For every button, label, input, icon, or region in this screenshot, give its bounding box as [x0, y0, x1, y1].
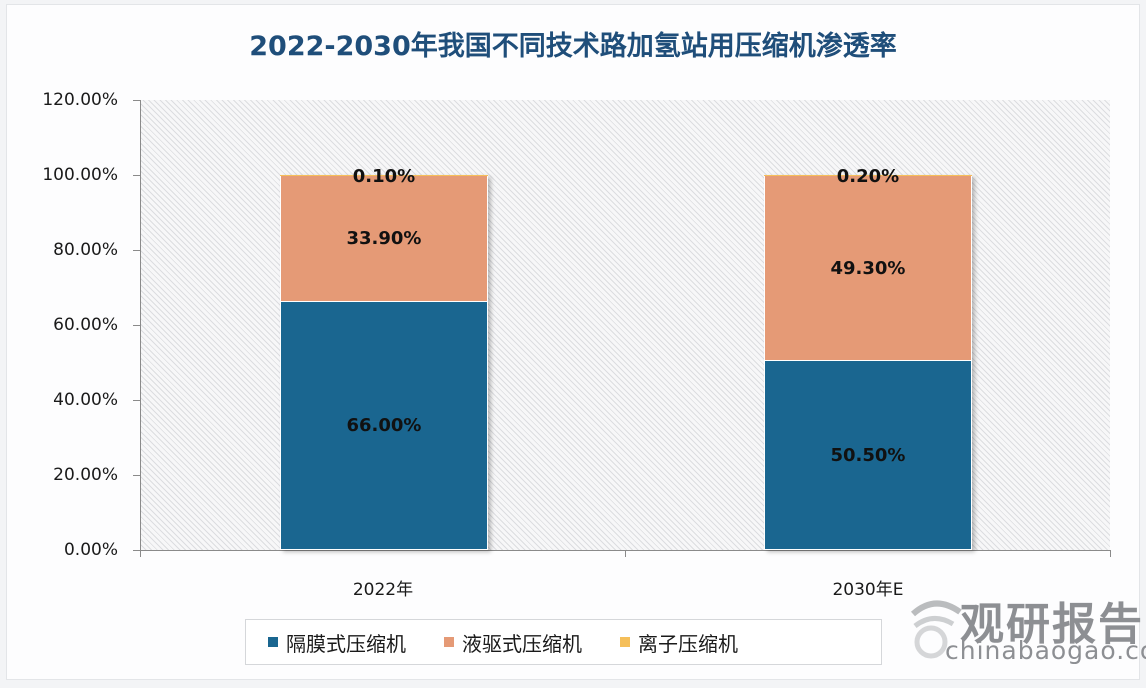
data-label: 50.50% — [830, 444, 906, 466]
data-label-ionic: 0.10% — [352, 166, 416, 187]
y-tick-label: 100.00% — [42, 165, 118, 185]
chart-title: 2022-2030年我国不同技术路加氢站用压缩机渗透率 — [249, 31, 897, 62]
y-tick — [133, 175, 141, 176]
watermark-logo-icon — [910, 600, 962, 659]
bar-segment-ionic — [280, 175, 488, 176]
data-label-ionic: 0.20% — [836, 166, 900, 187]
data-label: 66.00% — [346, 415, 422, 436]
y-tick — [133, 475, 141, 476]
y-tick-label: 60.00% — [53, 315, 118, 335]
data-label: 49.30% — [830, 257, 906, 279]
legend-label: 离子压缩机 — [638, 631, 738, 656]
y-tick-label: 20.00% — [53, 465, 118, 485]
y-tick-label: 0.00% — [63, 540, 118, 560]
legend: 隔膜式压缩机 液驱式压缩机 离子压缩机 — [245, 619, 882, 665]
bar-segment-hydraulic: 49.30% — [764, 175, 972, 361]
bar-segment-hydraulic: 33.90% — [280, 175, 488, 302]
watermark-en: chinabaogao.com — [945, 636, 1146, 665]
legend-label: 隔膜式压缩机 — [286, 631, 406, 656]
bar-segment-diaphragm: 50.50% — [764, 360, 972, 550]
y-tick — [133, 325, 141, 326]
y-tick — [133, 250, 141, 251]
legend-swatch-icon — [620, 637, 630, 647]
x-tick-label: 2030年E — [832, 580, 904, 600]
legend-item-diaphragm[interactable]: 隔膜式压缩机 — [268, 628, 406, 657]
legend-label: 液驱式压缩机 — [462, 631, 582, 656]
legend-item-ionic[interactable]: 离子压缩机 — [620, 628, 738, 657]
x-tick — [625, 550, 626, 557]
bar-segment-ionic — [764, 175, 972, 176]
x-tick — [1110, 550, 1111, 557]
y-tick-label: 40.00% — [53, 390, 118, 410]
y-tick-label: 120.00% — [42, 90, 118, 110]
y-tick — [133, 100, 141, 101]
legend-swatch-icon — [268, 637, 278, 647]
data-label: 33.90% — [346, 228, 422, 249]
x-tick-label: 2022年 — [352, 580, 414, 600]
watermark-cn: 观研报告网 — [960, 599, 1146, 650]
bar-segment-diaphragm: 66.00% — [280, 301, 488, 550]
x-tick — [140, 550, 141, 557]
y-tick — [133, 550, 141, 551]
y-tick-label: 80.00% — [53, 240, 118, 260]
legend-swatch-icon — [444, 637, 454, 647]
y-tick — [133, 400, 141, 401]
legend-item-hydraulic[interactable]: 液驱式压缩机 — [444, 628, 582, 657]
